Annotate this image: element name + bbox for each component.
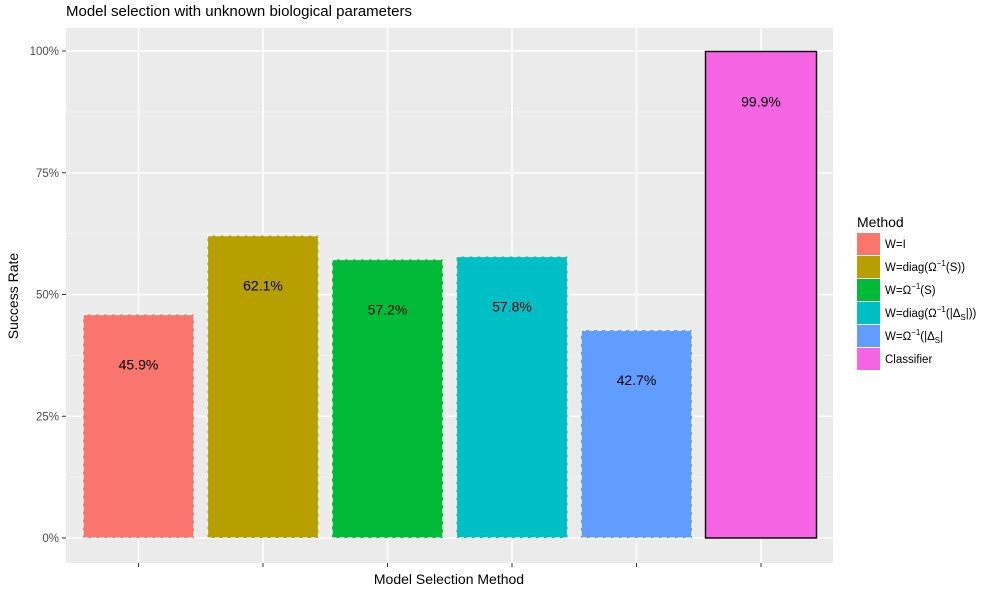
- legend-label: Classifier: [885, 354, 932, 366]
- legend-key: [857, 256, 880, 278]
- legend-label: W=Ω−1(S): [885, 282, 936, 297]
- y-tick-label: 50%: [36, 290, 59, 302]
- bar-labels: 45.9% 62.1% 57.2% 57.8% 42.7% 99.9%: [119, 93, 781, 388]
- bars: [82, 50, 818, 539]
- legend-key: [857, 233, 880, 255]
- bar: [331, 258, 444, 539]
- legend-label: W=Ω−1(|ΔS|: [885, 328, 943, 345]
- y-axis-title: Success Rate: [5, 253, 21, 340]
- bar: [82, 313, 195, 539]
- legend-label: W=diag(Ω−1(|ΔS|)): [885, 305, 977, 322]
- legend-key: [857, 348, 880, 370]
- legend-title: Method: [857, 214, 904, 230]
- x-axis-title: Model Selection Method: [374, 571, 524, 587]
- bar: [580, 329, 693, 539]
- legend: Method W=I W=diag(Ω−1(S)) W=Ω−1(S) W=diag(Ω…: [857, 214, 977, 370]
- bar: [455, 255, 569, 539]
- bar: [704, 50, 818, 539]
- legend-label: W=I: [885, 239, 906, 251]
- y-tick-label: 25%: [36, 411, 59, 423]
- bar: [206, 234, 320, 539]
- bar-value-label: 57.2%: [368, 301, 408, 317]
- bar-value-label: 42.7%: [617, 372, 657, 388]
- y-axis: 0% 25% 50% 75% 100%: [30, 46, 66, 545]
- legend-key: [857, 325, 880, 347]
- legend-key: [857, 302, 880, 324]
- y-tick-label: 75%: [36, 168, 59, 180]
- legend-label: W=diag(Ω−1(S)): [885, 259, 965, 274]
- x-axis: [138, 563, 762, 567]
- bar-value-label: 99.9%: [741, 93, 781, 109]
- bar-value-label: 62.1%: [243, 278, 283, 294]
- bar-value-label: 45.9%: [119, 356, 159, 372]
- bar-value-label: 57.8%: [492, 299, 532, 315]
- legend-key: [857, 279, 880, 301]
- y-tick-label: 100%: [30, 46, 59, 58]
- y-tick-label: 0%: [42, 533, 59, 545]
- chart-title: Model selection with unknown biological …: [66, 3, 412, 20]
